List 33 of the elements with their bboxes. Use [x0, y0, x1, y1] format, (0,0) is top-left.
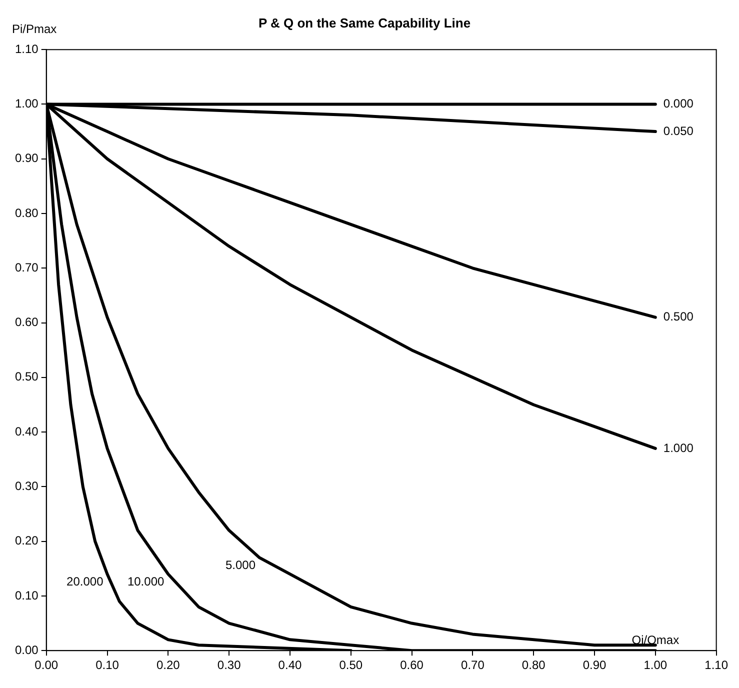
x-tick-label: 1.00 — [644, 658, 668, 672]
y-tick-label: 1.00 — [14, 96, 39, 111]
x-tick-label: 0.20 — [156, 658, 180, 672]
y-tick-label: 0.50 — [14, 370, 39, 384]
series-label: 0.500 — [663, 310, 694, 324]
y-axis-title: Pi/Pmax — [12, 22, 57, 36]
x-tick-label: 0.10 — [96, 658, 120, 672]
x-tick-label: 0.30 — [217, 658, 242, 672]
x-tick-label: 0.70 — [461, 658, 485, 672]
chart-title: P & Q on the Same Capability Line — [258, 15, 471, 30]
series-label: 20.000 — [66, 574, 104, 588]
x-tick-label: 0.50 — [339, 658, 363, 672]
y-tick-label: 0.80 — [14, 206, 39, 220]
y-tick-label: 0.10 — [14, 588, 39, 602]
x-tick-label: 0.40 — [278, 658, 302, 672]
series-label: 1.000 — [663, 440, 694, 455]
y-tick-label: 0.20 — [14, 534, 39, 548]
y-tick-label: 1.10 — [14, 42, 39, 56]
series-label: 5.000 — [225, 558, 256, 572]
x-tick-label: 0.80 — [522, 658, 546, 672]
y-tick-label: 0.40 — [14, 424, 39, 438]
series-label: 10.000 — [127, 574, 164, 588]
y-tick-label: 0.30 — [14, 479, 39, 494]
y-tick-label: 0.90 — [14, 151, 39, 166]
series-label: 0.000 — [663, 96, 694, 111]
x-tick-label: 0.00 — [34, 658, 58, 672]
x-tick-label: 1.10 — [704, 658, 728, 672]
y-tick-label: 0.70 — [14, 260, 39, 274]
y-tick-label: 0.00 — [14, 642, 39, 657]
y-tick-label: 0.60 — [14, 315, 39, 330]
x-tick-label: 0.60 — [400, 658, 424, 672]
x-tick-label: 0.90 — [582, 658, 607, 672]
series-label: 0.050 — [663, 124, 694, 138]
